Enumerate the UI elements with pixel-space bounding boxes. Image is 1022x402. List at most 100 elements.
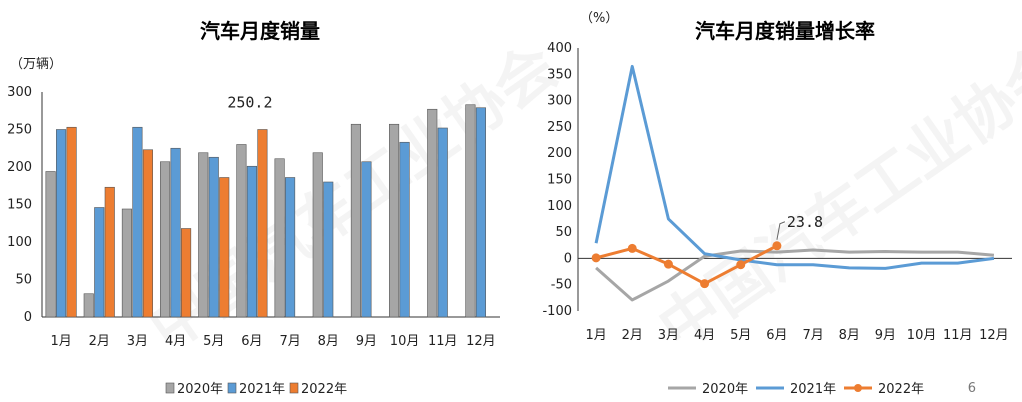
bar-2021年-8月 <box>323 181 334 318</box>
point-2022年-5月 <box>736 260 746 270</box>
x-tick-label: 6月 <box>241 334 262 349</box>
bar-2020年-11月 <box>427 108 438 318</box>
bar-2022年-1月 <box>66 126 77 318</box>
y-tick-label: -100 <box>542 304 572 319</box>
legend-swatch-2020年 <box>165 382 175 394</box>
bar-2021年-9月 <box>361 161 372 318</box>
x-tick-label: 6月 <box>766 328 787 343</box>
point-2022年-4月 <box>700 279 710 289</box>
x-tick-label: 10月 <box>907 328 937 343</box>
bar-2020年-2月 <box>83 293 94 318</box>
x-tick-label: 1月 <box>50 334 71 349</box>
x-tick-label: 7月 <box>279 334 300 349</box>
bar-2021年-12月 <box>475 107 486 318</box>
bar-2021年-3月 <box>132 126 143 318</box>
legend-label: 2022年 <box>878 382 924 397</box>
x-tick-label: 3月 <box>658 328 679 343</box>
y-tick-label: 250 <box>7 123 32 138</box>
x-tick-label: 7月 <box>802 328 823 343</box>
point-2022年-6月 <box>772 241 782 251</box>
bar-2020年-3月 <box>121 208 132 318</box>
bar-2021年-2月 <box>94 207 105 318</box>
x-tick-label: 2月 <box>622 328 643 343</box>
bar-2020年-6月 <box>236 144 247 318</box>
x-tick-label: 12月 <box>466 334 496 349</box>
y-tick-label: 200 <box>7 160 32 175</box>
x-tick-label: 9月 <box>356 334 377 349</box>
data-label: 23.8 <box>787 213 823 231</box>
bar-2021年-1月 <box>56 129 67 318</box>
y-tick-label: 0 <box>24 310 32 325</box>
bar-2022年-2月 <box>104 186 115 318</box>
bar-2022年-4月 <box>181 228 192 318</box>
x-tick-label: 10月 <box>390 334 420 349</box>
line-2021年 <box>594 64 995 270</box>
x-tick-label: 8月 <box>839 328 860 343</box>
legend-marker <box>854 384 862 392</box>
monthly-growth-line-chart: 汽车月度销量增长率 （%） -100 -50 0 50 100 150 200 250 300 350… <box>542 11 1012 397</box>
bar-2022年-6月 <box>257 129 268 318</box>
bar-2021年-5月 <box>208 156 219 318</box>
legend-label: 2021年 <box>239 382 285 397</box>
x-tick-label: 5月 <box>203 334 224 349</box>
y-tick-label: 250 <box>547 120 572 135</box>
y-tick-label: -50 <box>551 278 572 293</box>
y-axis-unit: （万辆） <box>10 57 62 72</box>
monthly-sales-chart: 汽车月度销量 （万辆） 0 50 100 150 200 250 300 1月 2月 3月 4月 5月 6月… <box>7 19 500 397</box>
monthly-sales-bar-chart: 汽车月度销量 （万辆） 0 50 100 150 200 250 300 1月 2月 3月 4月 5月 6月… <box>7 19 500 397</box>
data-label: 250.2 <box>227 94 272 112</box>
point-2022年-1月 <box>591 253 601 263</box>
bar-2021年-7月 <box>285 177 296 318</box>
legend-swatch-2022年 <box>289 382 299 394</box>
x-tick-label: 1月 <box>585 328 606 343</box>
bar-2020年-8月 <box>312 152 323 318</box>
bar-2022年-3月 <box>142 149 153 318</box>
legend-label: 2021年 <box>790 382 836 397</box>
y-tick-label: 350 <box>547 67 572 82</box>
x-tick-label: 8月 <box>318 334 339 349</box>
legend-label: 2020年 <box>702 382 748 397</box>
y-tick-label: 50 <box>555 225 572 240</box>
x-tick-label: 4月 <box>165 334 186 349</box>
x-tick-label: 9月 <box>875 328 896 343</box>
bar-2020年-12月 <box>465 104 476 318</box>
legend-label: 2022年 <box>301 382 347 397</box>
y-tick-label: 100 <box>7 235 32 250</box>
legend-label: 2020年 <box>177 382 223 397</box>
bar-2020年-9月 <box>350 123 361 318</box>
bar-2022年-5月 <box>219 177 230 318</box>
point-2022年-3月 <box>663 259 673 269</box>
bar-2021年-10月 <box>399 141 410 318</box>
y-tick-label: 100 <box>547 199 572 214</box>
y-tick-label: 0 <box>564 251 572 266</box>
x-tick-label: 4月 <box>694 328 715 343</box>
legend-swatch-2021年 <box>227 382 237 394</box>
line-2022年 <box>595 244 778 286</box>
x-tick-label: 5月 <box>730 328 751 343</box>
x-tick-label: 11月 <box>943 328 973 343</box>
y-tick-label: 300 <box>547 94 572 109</box>
bar-2020年-1月 <box>45 171 56 318</box>
bar-2020年-7月 <box>274 158 285 318</box>
bar-2020年-4月 <box>160 161 171 318</box>
chart-title: 汽车月度销量 <box>200 19 320 43</box>
y-tick-label: 300 <box>7 85 32 100</box>
line-2020年 <box>595 248 995 302</box>
y-tick-label: 150 <box>547 173 572 188</box>
chart-title: 汽车月度销量增长率 <box>695 19 875 43</box>
x-tick-label: 2月 <box>89 334 110 349</box>
x-tick-label: 3月 <box>127 334 148 349</box>
y-tick-label: 200 <box>547 146 572 161</box>
x-tick-label: 11月 <box>428 334 458 349</box>
bar-2021年-11月 <box>437 127 448 318</box>
y-tick-label: 150 <box>7 198 32 213</box>
page-number: 6 <box>967 381 976 396</box>
y-tick-label: 400 <box>547 41 572 56</box>
x-tick-label: 12月 <box>979 328 1009 343</box>
y-tick-label: 50 <box>15 273 32 288</box>
bar-2020年-10月 <box>389 123 400 318</box>
bar-2021年-6月 <box>246 165 257 318</box>
point-2022年-2月 <box>627 243 637 253</box>
bar-2020年-5月 <box>198 152 209 318</box>
bar-2021年-4月 <box>170 147 181 318</box>
